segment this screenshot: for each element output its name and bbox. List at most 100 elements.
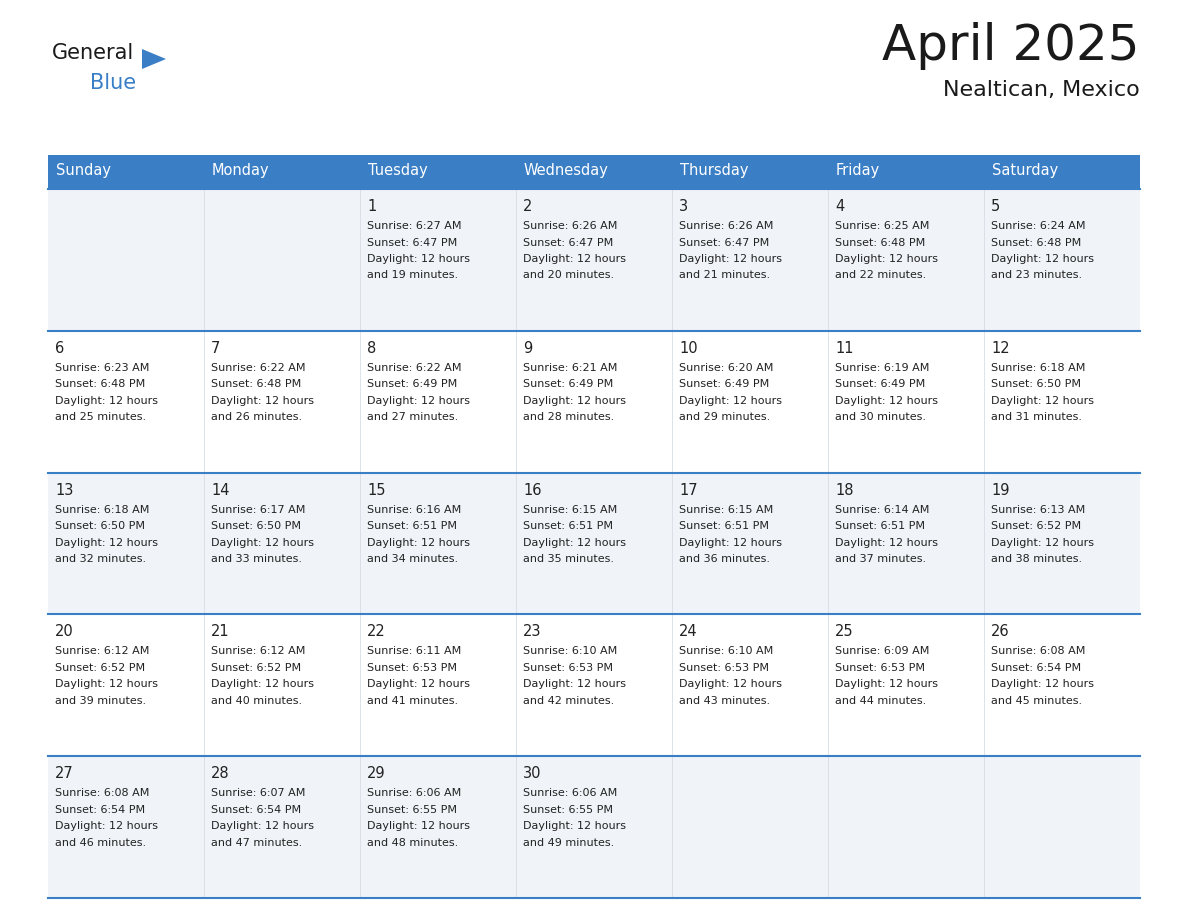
Text: Daylight: 12 hours: Daylight: 12 hours xyxy=(367,538,470,548)
Text: Sunset: 6:50 PM: Sunset: 6:50 PM xyxy=(55,521,145,532)
Text: Sunrise: 6:09 AM: Sunrise: 6:09 AM xyxy=(835,646,929,656)
Text: 7: 7 xyxy=(211,341,221,356)
Text: and 37 minutes.: and 37 minutes. xyxy=(835,554,927,564)
Text: Daylight: 12 hours: Daylight: 12 hours xyxy=(55,396,158,406)
Bar xyxy=(360,155,516,189)
Text: Daylight: 12 hours: Daylight: 12 hours xyxy=(523,538,626,548)
Text: Daylight: 12 hours: Daylight: 12 hours xyxy=(211,396,314,406)
Text: Daylight: 12 hours: Daylight: 12 hours xyxy=(835,679,939,689)
Text: 1: 1 xyxy=(367,199,377,214)
Text: Sunrise: 6:13 AM: Sunrise: 6:13 AM xyxy=(991,505,1086,515)
Text: Blue: Blue xyxy=(90,73,137,93)
Text: Sunrise: 6:18 AM: Sunrise: 6:18 AM xyxy=(991,363,1086,373)
Text: 8: 8 xyxy=(367,341,377,356)
Text: 22: 22 xyxy=(367,624,386,640)
Text: and 23 minutes.: and 23 minutes. xyxy=(991,271,1082,281)
Text: and 19 minutes.: and 19 minutes. xyxy=(367,271,459,281)
Text: Sunrise: 6:20 AM: Sunrise: 6:20 AM xyxy=(680,363,773,373)
Text: 6: 6 xyxy=(55,341,64,356)
Text: Sunrise: 6:10 AM: Sunrise: 6:10 AM xyxy=(680,646,773,656)
Text: Sunrise: 6:18 AM: Sunrise: 6:18 AM xyxy=(55,505,150,515)
Text: and 25 minutes.: and 25 minutes. xyxy=(55,412,146,422)
Text: Sunset: 6:48 PM: Sunset: 6:48 PM xyxy=(991,238,1081,248)
Text: Sunset: 6:49 PM: Sunset: 6:49 PM xyxy=(523,379,613,389)
Text: Sunrise: 6:19 AM: Sunrise: 6:19 AM xyxy=(835,363,929,373)
Text: 18: 18 xyxy=(835,483,853,498)
Text: Sunset: 6:47 PM: Sunset: 6:47 PM xyxy=(680,238,770,248)
Bar xyxy=(48,756,1140,898)
Text: and 46 minutes.: and 46 minutes. xyxy=(55,838,146,847)
Text: Daylight: 12 hours: Daylight: 12 hours xyxy=(523,396,626,406)
Text: and 40 minutes.: and 40 minutes. xyxy=(211,696,302,706)
Text: Nealtican, Mexico: Nealtican, Mexico xyxy=(943,80,1140,100)
Text: and 22 minutes.: and 22 minutes. xyxy=(835,271,927,281)
Text: 24: 24 xyxy=(680,624,697,640)
Text: 15: 15 xyxy=(367,483,385,498)
Text: Sunset: 6:48 PM: Sunset: 6:48 PM xyxy=(835,238,925,248)
Bar xyxy=(672,155,828,189)
Bar xyxy=(48,473,1140,614)
Text: Daylight: 12 hours: Daylight: 12 hours xyxy=(211,822,314,831)
Text: Sunset: 6:54 PM: Sunset: 6:54 PM xyxy=(991,663,1081,673)
Text: and 28 minutes.: and 28 minutes. xyxy=(523,412,614,422)
Text: Sunset: 6:51 PM: Sunset: 6:51 PM xyxy=(523,521,613,532)
Text: Daylight: 12 hours: Daylight: 12 hours xyxy=(523,822,626,831)
Text: Sunset: 6:49 PM: Sunset: 6:49 PM xyxy=(367,379,457,389)
Text: Daylight: 12 hours: Daylight: 12 hours xyxy=(680,538,782,548)
Text: Sunset: 6:49 PM: Sunset: 6:49 PM xyxy=(835,379,925,389)
Text: 12: 12 xyxy=(991,341,1010,356)
Text: Sunrise: 6:12 AM: Sunrise: 6:12 AM xyxy=(55,646,150,656)
Text: Daylight: 12 hours: Daylight: 12 hours xyxy=(991,396,1094,406)
Text: Sunday: Sunday xyxy=(56,163,110,178)
Text: Sunrise: 6:25 AM: Sunrise: 6:25 AM xyxy=(835,221,929,231)
Text: 13: 13 xyxy=(55,483,74,498)
Text: Sunset: 6:52 PM: Sunset: 6:52 PM xyxy=(991,521,1081,532)
Text: Daylight: 12 hours: Daylight: 12 hours xyxy=(991,679,1094,689)
Text: and 31 minutes.: and 31 minutes. xyxy=(991,412,1082,422)
Text: Sunrise: 6:08 AM: Sunrise: 6:08 AM xyxy=(55,789,150,798)
Text: 30: 30 xyxy=(523,767,542,781)
Text: 28: 28 xyxy=(211,767,229,781)
Text: 29: 29 xyxy=(367,767,386,781)
Text: Daylight: 12 hours: Daylight: 12 hours xyxy=(523,254,626,264)
Text: and 41 minutes.: and 41 minutes. xyxy=(367,696,459,706)
Text: and 49 minutes.: and 49 minutes. xyxy=(523,838,614,847)
Text: 26: 26 xyxy=(991,624,1010,640)
Text: Friday: Friday xyxy=(836,163,880,178)
Text: and 45 minutes.: and 45 minutes. xyxy=(991,696,1082,706)
Text: Sunrise: 6:10 AM: Sunrise: 6:10 AM xyxy=(523,646,618,656)
Text: and 47 minutes.: and 47 minutes. xyxy=(211,838,302,847)
Text: Sunrise: 6:06 AM: Sunrise: 6:06 AM xyxy=(367,789,461,798)
Text: Saturday: Saturday xyxy=(992,163,1059,178)
Bar xyxy=(48,189,1140,330)
Text: Sunset: 6:47 PM: Sunset: 6:47 PM xyxy=(367,238,457,248)
Text: Sunset: 6:55 PM: Sunset: 6:55 PM xyxy=(523,805,613,814)
Text: 14: 14 xyxy=(211,483,229,498)
Text: Daylight: 12 hours: Daylight: 12 hours xyxy=(55,822,158,831)
Text: General: General xyxy=(52,43,134,63)
Text: Sunrise: 6:07 AM: Sunrise: 6:07 AM xyxy=(211,789,305,798)
Text: 3: 3 xyxy=(680,199,688,214)
Text: Daylight: 12 hours: Daylight: 12 hours xyxy=(680,396,782,406)
Text: Sunrise: 6:24 AM: Sunrise: 6:24 AM xyxy=(991,221,1086,231)
Text: Daylight: 12 hours: Daylight: 12 hours xyxy=(991,254,1094,264)
Text: Sunrise: 6:27 AM: Sunrise: 6:27 AM xyxy=(367,221,461,231)
Bar xyxy=(828,155,984,189)
Text: 4: 4 xyxy=(835,199,845,214)
Text: Sunrise: 6:21 AM: Sunrise: 6:21 AM xyxy=(523,363,618,373)
Text: Daylight: 12 hours: Daylight: 12 hours xyxy=(835,538,939,548)
Text: Sunset: 6:52 PM: Sunset: 6:52 PM xyxy=(211,663,301,673)
Text: and 43 minutes.: and 43 minutes. xyxy=(680,696,770,706)
Text: Sunrise: 6:15 AM: Sunrise: 6:15 AM xyxy=(523,505,618,515)
Text: Sunset: 6:48 PM: Sunset: 6:48 PM xyxy=(211,379,302,389)
Text: Sunset: 6:49 PM: Sunset: 6:49 PM xyxy=(680,379,770,389)
Text: and 29 minutes.: and 29 minutes. xyxy=(680,412,770,422)
Text: Daylight: 12 hours: Daylight: 12 hours xyxy=(211,538,314,548)
Text: Sunset: 6:51 PM: Sunset: 6:51 PM xyxy=(835,521,925,532)
Text: Daylight: 12 hours: Daylight: 12 hours xyxy=(680,679,782,689)
Text: Sunrise: 6:14 AM: Sunrise: 6:14 AM xyxy=(835,505,929,515)
Text: Daylight: 12 hours: Daylight: 12 hours xyxy=(835,254,939,264)
Text: and 33 minutes.: and 33 minutes. xyxy=(211,554,302,564)
Text: Sunset: 6:47 PM: Sunset: 6:47 PM xyxy=(523,238,613,248)
Text: Sunrise: 6:26 AM: Sunrise: 6:26 AM xyxy=(680,221,773,231)
